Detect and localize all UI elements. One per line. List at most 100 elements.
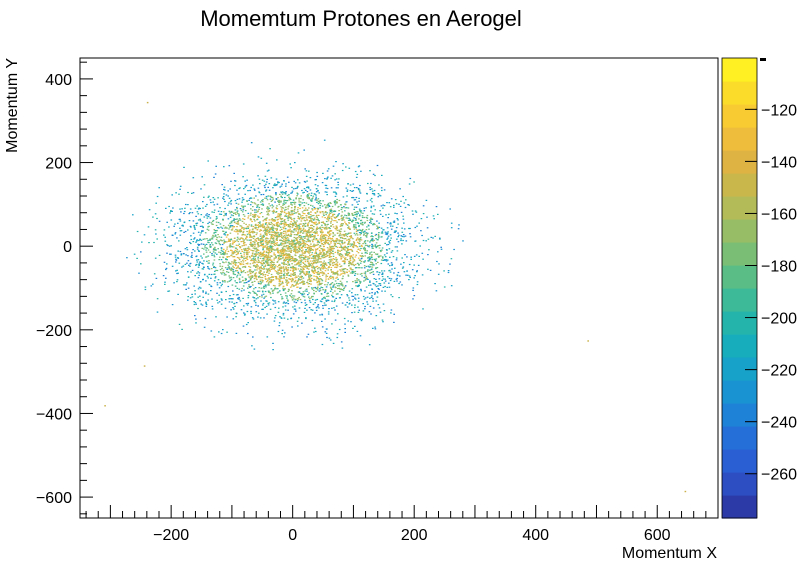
data-point [447, 270, 450, 272]
data-point [323, 264, 325, 266]
data-point [217, 221, 220, 224]
data-point [255, 195, 257, 197]
data-point [315, 194, 317, 196]
data-point [335, 227, 337, 229]
data-point [244, 257, 247, 259]
data-point [304, 307, 306, 309]
data-point [365, 236, 368, 238]
data-point [389, 265, 391, 267]
data-point [369, 264, 372, 266]
data-point [205, 292, 207, 295]
data-point [388, 248, 391, 250]
data-point [385, 260, 388, 262]
data-point [358, 218, 360, 220]
data-point [198, 274, 200, 276]
data-point [268, 210, 271, 212]
data-point [307, 250, 310, 252]
data-point [322, 305, 324, 307]
data-point [363, 234, 365, 236]
data-point [316, 228, 318, 230]
data-point [341, 243, 344, 245]
data-point [191, 269, 194, 271]
data-point [308, 227, 311, 229]
data-point [284, 309, 287, 311]
data-point [324, 204, 326, 206]
data-point [261, 260, 263, 262]
data-point [168, 205, 170, 208]
data-point [364, 272, 367, 274]
data-point [302, 227, 305, 229]
data-point [236, 253, 239, 255]
data-point [213, 211, 215, 213]
data-point [282, 226, 284, 228]
data-point [339, 250, 341, 252]
data-point [215, 221, 218, 223]
data-point [241, 263, 243, 265]
data-point [293, 250, 295, 252]
data-point [336, 333, 339, 335]
data-point [306, 209, 309, 211]
data-point [351, 263, 353, 265]
data-point [344, 207, 347, 209]
data-point [282, 246, 285, 248]
data-point [286, 212, 288, 214]
data-point [376, 271, 379, 273]
data-point [243, 258, 245, 260]
data-point [230, 249, 232, 251]
data-point [234, 273, 236, 276]
data-point [309, 280, 311, 282]
data-point [260, 282, 262, 284]
data-point [165, 267, 168, 269]
data-point [313, 223, 316, 225]
data-point [208, 283, 211, 286]
data-point [260, 212, 263, 214]
data-point [447, 271, 450, 274]
data-point [292, 273, 294, 276]
data-point [243, 312, 245, 314]
data-point [239, 267, 241, 270]
data-point [297, 185, 299, 187]
data-point [330, 202, 332, 204]
data-point [297, 232, 300, 234]
data-point [213, 176, 215, 178]
data-point [310, 265, 313, 267]
data-point [347, 183, 349, 185]
data-point [258, 271, 260, 273]
data-point [289, 223, 291, 225]
data-point [392, 221, 395, 223]
data-point [329, 202, 331, 204]
data-point [277, 252, 280, 254]
data-point [292, 231, 295, 233]
data-point [233, 251, 236, 253]
data-point [323, 252, 325, 254]
data-point [366, 301, 368, 303]
data-point [290, 249, 293, 251]
data-point [369, 281, 371, 283]
data-point [367, 256, 370, 258]
data-point [296, 220, 298, 222]
data-point [283, 226, 286, 228]
data-point [390, 225, 392, 227]
data-point [381, 174, 383, 176]
data-point [429, 269, 432, 271]
data-point [275, 178, 278, 180]
data-point [288, 247, 290, 249]
data-point [325, 228, 327, 230]
data-point [326, 218, 329, 220]
data-point [382, 204, 384, 206]
data-point [298, 291, 301, 293]
data-point [278, 223, 281, 225]
data-point [328, 227, 330, 229]
data-point [202, 226, 204, 228]
data-point [310, 211, 312, 213]
data-point [290, 207, 293, 209]
data-point [278, 268, 281, 270]
data-point [357, 311, 360, 313]
data-point [309, 231, 311, 233]
data-point [240, 261, 242, 263]
data-point [336, 336, 339, 339]
data-point [308, 276, 310, 278]
data-point [266, 178, 268, 180]
data-point [256, 243, 259, 245]
data-point [294, 201, 297, 204]
